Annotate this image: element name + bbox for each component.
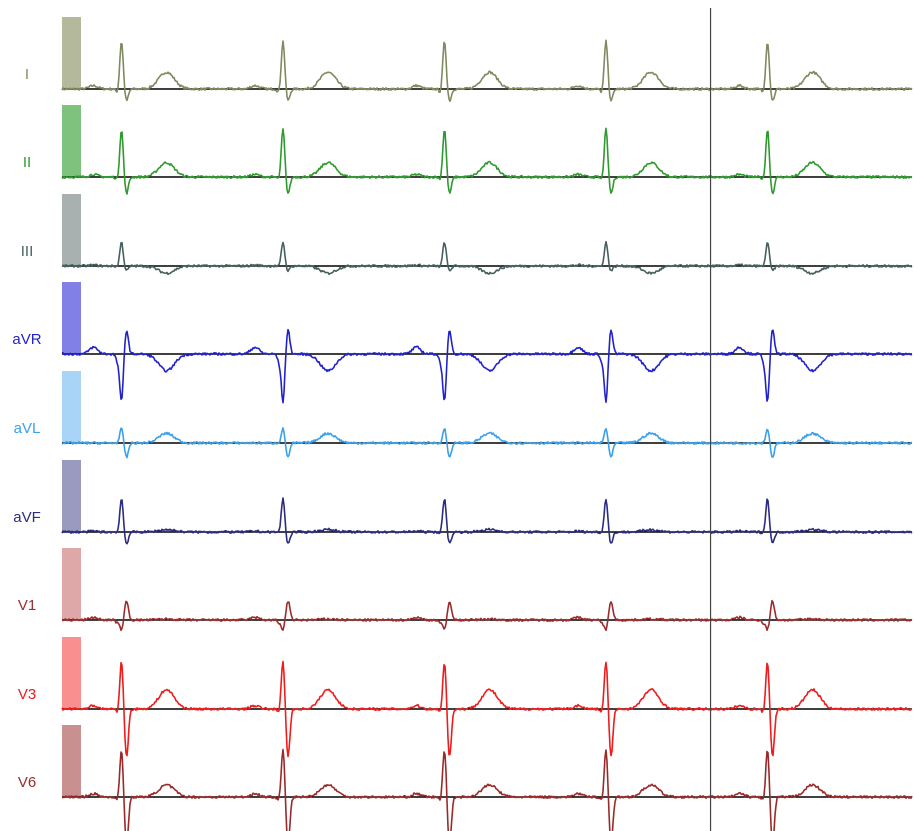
waveform-avf	[61, 497, 913, 545]
waveform-avr	[61, 328, 913, 404]
calibration-pulse-avr	[62, 282, 81, 354]
lead-label-v3: V3	[18, 686, 36, 703]
calibration-pulse-v1	[62, 548, 81, 620]
lead-ii: II	[23, 105, 913, 195]
lead-v1: V1	[18, 548, 913, 632]
lead-label-ii: II	[23, 154, 31, 171]
waveform-ii	[61, 127, 913, 195]
calibration-pulse-v3	[62, 637, 81, 709]
waveform-avl	[61, 427, 913, 459]
lead-label-avf: aVF	[13, 509, 41, 526]
lead-avl: aVL	[14, 371, 913, 459]
waveform-v6	[62, 748, 913, 831]
calibration-pulse-iii	[62, 194, 81, 266]
lead-v6: V6	[18, 725, 913, 831]
lead-label-iii: III	[21, 243, 34, 260]
waveform-iii	[61, 240, 913, 276]
calibration-pulse-v6	[62, 725, 81, 797]
lead-label-avr: aVR	[12, 331, 41, 348]
lead-avf: aVF	[13, 460, 913, 545]
waveform-v3	[61, 660, 913, 758]
waveform-i	[61, 39, 913, 102]
calibration-pulse-avf	[62, 460, 81, 532]
waveform-v1	[61, 599, 913, 632]
lead-label-avl: aVL	[14, 420, 41, 437]
calibration-pulse-avl	[62, 371, 81, 443]
lead-avr: aVR	[12, 282, 913, 404]
lead-iii: III	[21, 194, 913, 276]
lead-label-v6: V6	[18, 774, 36, 791]
lead-label-i: I	[25, 66, 29, 83]
lead-v3: V3	[18, 637, 913, 758]
calibration-pulse-i	[62, 17, 81, 89]
lead-label-v1: V1	[18, 597, 36, 614]
calibration-pulse-ii	[62, 105, 81, 177]
lead-i: I	[25, 17, 913, 102]
